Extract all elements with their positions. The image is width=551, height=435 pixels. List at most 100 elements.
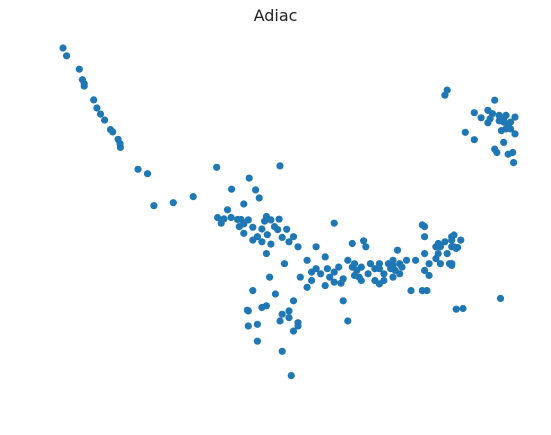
- scatter-point: [444, 250, 451, 257]
- scatter-point: [331, 269, 338, 276]
- scatter-point: [249, 287, 256, 294]
- scatter-point: [362, 243, 369, 250]
- scatter-point: [500, 139, 507, 146]
- scatter-point: [507, 119, 514, 126]
- scatter-point: [228, 214, 235, 221]
- scatter-point: [344, 317, 351, 324]
- scatter-point: [267, 241, 274, 248]
- scatter-point: [290, 297, 297, 304]
- scatter-point: [271, 223, 278, 230]
- scatter-point: [322, 282, 329, 289]
- scatter-point: [294, 243, 301, 250]
- scatter-point: [313, 243, 320, 250]
- scatter-point: [244, 307, 251, 314]
- scatter-point: [376, 260, 383, 267]
- scatter-point: [97, 111, 104, 118]
- scatter-point: [144, 170, 151, 177]
- scatter-point: [389, 274, 396, 281]
- scatter-point: [509, 149, 516, 156]
- scatter-point: [240, 200, 247, 207]
- scatter-point: [224, 206, 231, 213]
- scatter-point: [432, 243, 439, 250]
- scatter-point: [337, 280, 344, 287]
- scatter-point: [444, 87, 451, 94]
- scatter-point: [412, 257, 419, 264]
- scatter-point: [340, 297, 347, 304]
- scatter-point: [304, 284, 311, 291]
- scatter-point: [398, 264, 405, 271]
- scatter-point: [117, 144, 124, 151]
- scatter-point: [285, 314, 292, 321]
- scatter-point: [288, 372, 295, 379]
- scatter-point: [258, 225, 265, 232]
- scatter-point: [218, 220, 225, 227]
- scatter-point: [249, 224, 256, 231]
- scatter-point: [254, 321, 261, 328]
- scatter-point: [290, 233, 297, 240]
- scatter-point: [256, 194, 263, 201]
- scatter-point: [441, 238, 448, 245]
- scatter-point: [258, 238, 265, 245]
- scatter-point: [453, 306, 460, 313]
- scatter-point: [313, 265, 320, 272]
- scatter-point: [419, 221, 426, 228]
- scatter-point: [365, 270, 372, 277]
- scatter-point: [263, 250, 270, 257]
- scatter-point: [471, 136, 478, 143]
- scatter-point: [294, 319, 301, 326]
- scatter-point: [426, 260, 433, 267]
- scatter-point: [90, 96, 97, 103]
- scatter-point: [170, 199, 177, 206]
- scatter-point: [308, 277, 315, 284]
- scatter-point: [264, 231, 271, 238]
- scatter-point: [450, 231, 457, 238]
- scatter-point: [389, 257, 396, 264]
- scatter-point: [423, 287, 430, 294]
- scatter-point: [246, 175, 253, 182]
- scatter-point: [380, 270, 387, 277]
- scatter-point: [76, 66, 83, 73]
- scatter-point: [462, 129, 469, 136]
- scatter-point: [236, 223, 243, 230]
- scatter-point: [507, 125, 514, 132]
- scatter-point: [491, 97, 498, 104]
- scatter-point: [249, 237, 256, 244]
- scatter-point: [279, 311, 286, 318]
- scatter-point: [344, 257, 351, 264]
- scatter-point: [493, 149, 500, 156]
- scatter-point: [450, 243, 457, 250]
- scatter-point: [448, 260, 455, 267]
- scatter-point: [297, 274, 304, 281]
- scatter-point: [459, 305, 466, 312]
- scatter-point: [304, 257, 311, 264]
- scatter-point: [213, 164, 220, 171]
- scatter-point: [497, 295, 504, 302]
- scatter-point: [254, 338, 261, 345]
- scatter-point: [358, 277, 365, 284]
- scatter-point: [258, 304, 265, 311]
- scatter-point: [331, 220, 338, 227]
- scatter-point: [81, 83, 88, 90]
- scatter-point: [496, 112, 503, 119]
- scatter-point: [263, 213, 270, 220]
- scatter-point: [421, 250, 428, 257]
- scatter-point: [276, 162, 283, 169]
- scatter-point: [281, 260, 288, 267]
- scatter-point: [283, 226, 290, 233]
- scatter-point: [279, 234, 286, 241]
- scatter-point: [285, 307, 292, 314]
- scatter-point: [403, 257, 410, 264]
- scatter-point: [266, 274, 273, 281]
- scatter-point: [421, 233, 428, 240]
- scatter-point: [435, 250, 442, 257]
- scatter-point: [331, 279, 338, 286]
- scatter-point: [324, 265, 331, 272]
- scatter-point: [150, 202, 157, 209]
- scatter-point: [426, 272, 433, 279]
- scatter-point: [63, 52, 70, 59]
- scatter-point: [109, 128, 116, 135]
- scatter-point: [471, 109, 478, 116]
- scatter-point: [457, 237, 464, 244]
- scatter-point: [351, 260, 358, 267]
